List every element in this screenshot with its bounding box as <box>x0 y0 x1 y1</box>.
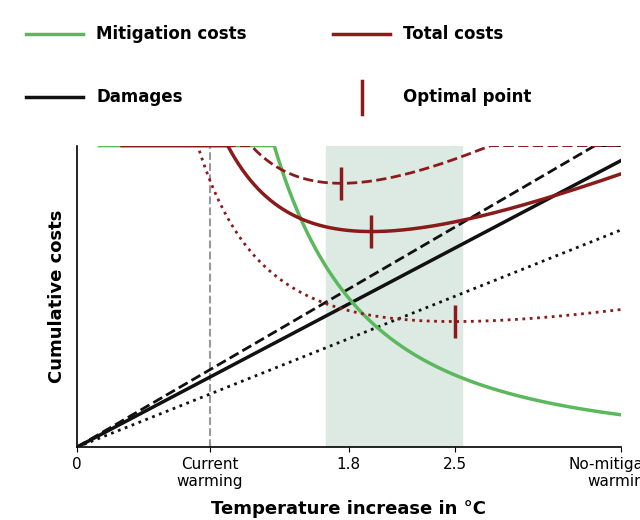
Text: Optimal point: Optimal point <box>403 88 532 107</box>
X-axis label: Temperature increase in °C: Temperature increase in °C <box>211 500 486 518</box>
Text: Damages: Damages <box>96 88 182 107</box>
Y-axis label: Cumulative costs: Cumulative costs <box>48 210 66 383</box>
Bar <box>326 146 462 447</box>
Text: Total costs: Total costs <box>403 25 504 43</box>
Text: Mitigation costs: Mitigation costs <box>96 25 246 43</box>
